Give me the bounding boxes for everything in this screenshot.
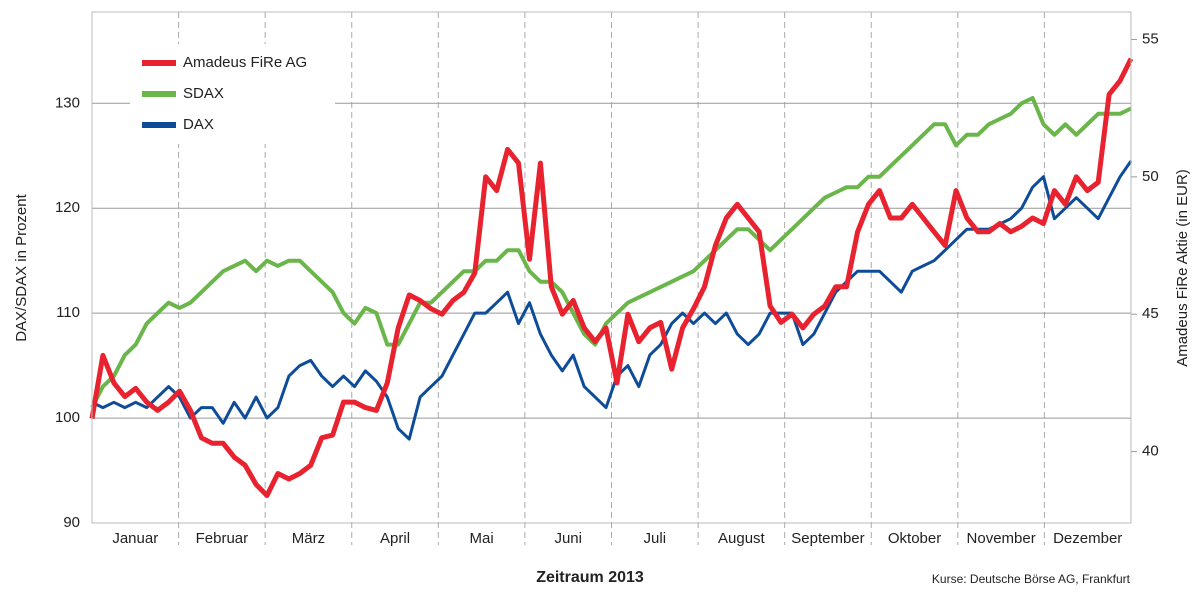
x-tick-label: September [791, 530, 864, 547]
x-tick-label: Januar [112, 530, 158, 547]
legend-label: DAX [183, 116, 214, 133]
series-line [89, 57, 1134, 498]
y-tick-label: 120 [55, 199, 80, 216]
legend-label: SDAX [183, 85, 224, 102]
x-tick-label: November [967, 530, 1036, 547]
legend-label: Amadeus FiRe AG [183, 54, 307, 71]
y-axis-label: DAX/SDAX in Prozent [13, 193, 30, 341]
y2-axis-label: Amadeus FiRe Aktie (in EUR) [1174, 169, 1191, 367]
x-tick-label: August [718, 530, 766, 547]
x-tick-label: Mai [470, 530, 494, 547]
y-tick-label: 110 [56, 304, 80, 321]
y-tick-label: 100 [55, 409, 80, 426]
x-tick-label: Oktober [888, 530, 941, 547]
y2-tick-label: 55 [1142, 30, 1159, 47]
x-tick-label: April [380, 530, 410, 547]
x-tick-label: März [292, 530, 325, 547]
plot-frame [91, 11, 1132, 524]
y2-tick-label: 45 [1142, 305, 1159, 322]
x-axis-label: Zeitraum 2013 [536, 569, 644, 586]
y-tick-label: 130 [55, 94, 80, 111]
series-line [91, 160, 1133, 441]
x-tick-label: Juni [554, 530, 582, 547]
y2-tick-label: 40 [1142, 443, 1159, 460]
x-tick-label: Dezember [1053, 530, 1122, 547]
x-tick-label: Juli [644, 530, 667, 547]
x-tick-label: Februar [196, 530, 249, 547]
source: Kurse: Deutsche Börse AG, Frankfurt [932, 572, 1131, 586]
y2-tick-label: 50 [1142, 168, 1159, 185]
y-tick-label: 90 [63, 514, 80, 531]
series-line [90, 96, 1132, 409]
